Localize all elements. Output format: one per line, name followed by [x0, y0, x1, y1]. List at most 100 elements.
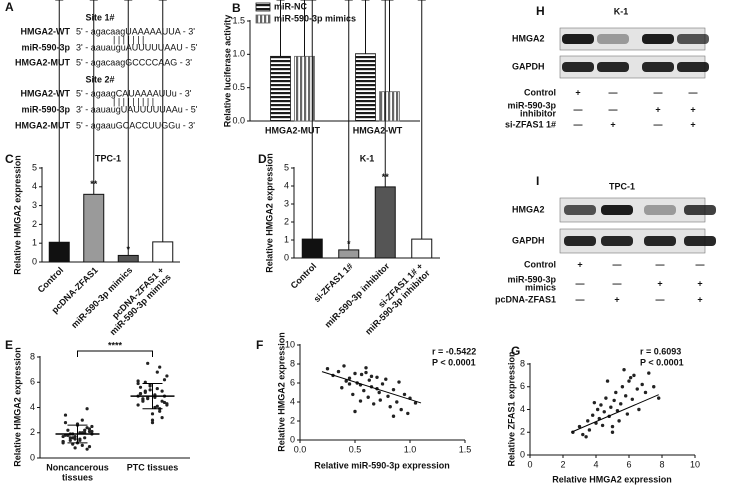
significance-bracket: [77, 350, 153, 357]
condition-sign: +: [614, 294, 619, 304]
y-tick-label: 5: [32, 162, 37, 172]
data-point: [150, 412, 155, 416]
annotation: P < 0.0001: [640, 357, 684, 367]
blot-title: K-1: [614, 6, 629, 16]
sequence: 5' - agaagCAUAAAAUUu - 3': [76, 88, 192, 98]
data-point: [609, 405, 613, 409]
condition-sign: —: [654, 87, 663, 97]
significance: **: [382, 172, 390, 182]
band-label: HMGA2: [512, 33, 545, 43]
data-point: [85, 447, 89, 451]
annotation: P < 0.0001: [432, 357, 476, 367]
data-point: [73, 446, 77, 450]
y-axis-label: Relative ZFAS1 expression: [506, 351, 516, 466]
y-tick-label: 4: [520, 404, 525, 414]
data-point: [366, 395, 370, 399]
data-point: [577, 424, 582, 429]
data-point: [80, 443, 84, 447]
data-point: [158, 409, 162, 413]
data-point: [614, 390, 618, 395]
blot-band: [562, 62, 594, 72]
band-label: GAPDH: [512, 235, 545, 245]
data-point: [364, 370, 368, 375]
y-tick-label: 10: [285, 339, 295, 349]
bar: [338, 249, 360, 259]
data-point: [364, 366, 368, 370]
data-point: [610, 430, 615, 434]
blot-band: [597, 62, 629, 72]
data-point: [155, 404, 159, 408]
data-point: [397, 380, 401, 384]
x-tick-label: tissues: [62, 472, 93, 482]
data-point: [406, 411, 410, 416]
significance: ****: [108, 340, 123, 350]
data-point: [342, 364, 346, 368]
condition-sign: —: [613, 259, 622, 269]
data-point: [391, 414, 396, 418]
data-point: [340, 386, 344, 390]
data-point: [162, 378, 167, 382]
data-point: [630, 397, 634, 401]
x-tick-label: Noncancerous: [46, 462, 109, 472]
site-title: Site 1#: [85, 12, 114, 22]
y-tick-label: 8: [290, 358, 295, 368]
data-point: [605, 379, 610, 383]
x-tick-label: Control: [36, 265, 66, 295]
blot-band: [677, 34, 709, 44]
y-tick-label: 6: [290, 377, 295, 387]
data-point: [353, 409, 357, 414]
y-tick-label: 0: [32, 256, 37, 266]
condition-sign: —: [576, 278, 585, 288]
data-point: [584, 435, 588, 439]
condition-sign: —: [609, 87, 618, 97]
x-tick-label: 6: [626, 459, 631, 469]
blot-band: [684, 236, 716, 246]
fit-line: [321, 371, 422, 404]
data-point: [591, 413, 595, 417]
data-point: [367, 378, 371, 382]
panel-letter: E: [5, 338, 13, 352]
bar: [355, 53, 376, 122]
data-point: [602, 410, 606, 414]
data-point: [61, 439, 65, 444]
blot-band: [562, 34, 594, 44]
y-tick-label: 3: [32, 200, 37, 210]
y-tick-label: 6: [520, 381, 525, 391]
condition-sign: +: [657, 278, 662, 288]
chart-title: TPC-1: [95, 153, 121, 163]
data-point: [146, 361, 150, 365]
blot-band: [601, 236, 633, 246]
condition-label: mimics: [525, 282, 556, 292]
x-axis-label: Relative HMGA2 expression: [552, 474, 672, 484]
data-point: [160, 389, 164, 393]
x-tick-label: 10: [690, 459, 700, 469]
blot-band: [642, 34, 674, 44]
condition-label: Control: [524, 87, 556, 97]
data-point: [160, 416, 164, 420]
data-point: [620, 385, 625, 389]
bar: [83, 193, 105, 263]
y-axis-label: Relative HMGA2 expression: [12, 155, 22, 275]
condition-label: miR-590-3p: [507, 100, 556, 110]
data-point: [83, 428, 87, 432]
sequence-name: miR-590-3p: [21, 104, 70, 114]
data-point: [622, 367, 626, 372]
y-axis-label: Relative HMGA2 expression: [264, 153, 274, 273]
data-point: [402, 392, 407, 397]
data-point: [413, 401, 418, 405]
panel-letter: D: [258, 152, 267, 166]
panel-letter: H: [536, 4, 545, 18]
bar: [301, 238, 323, 259]
condition-label: si-ZFAS1 1#: [505, 119, 556, 129]
y-tick-label: 8: [520, 358, 525, 368]
significance: *: [388, 0, 392, 4]
data-point: [378, 398, 382, 402]
y-tick-label: 4: [32, 181, 37, 191]
sequence-name: HMGA2-WT: [21, 26, 71, 36]
y-tick-label: 0: [284, 252, 289, 262]
data-point: [362, 388, 366, 393]
chart-title: K-1: [360, 153, 375, 163]
data-point: [87, 429, 92, 434]
data-point: [599, 403, 603, 407]
